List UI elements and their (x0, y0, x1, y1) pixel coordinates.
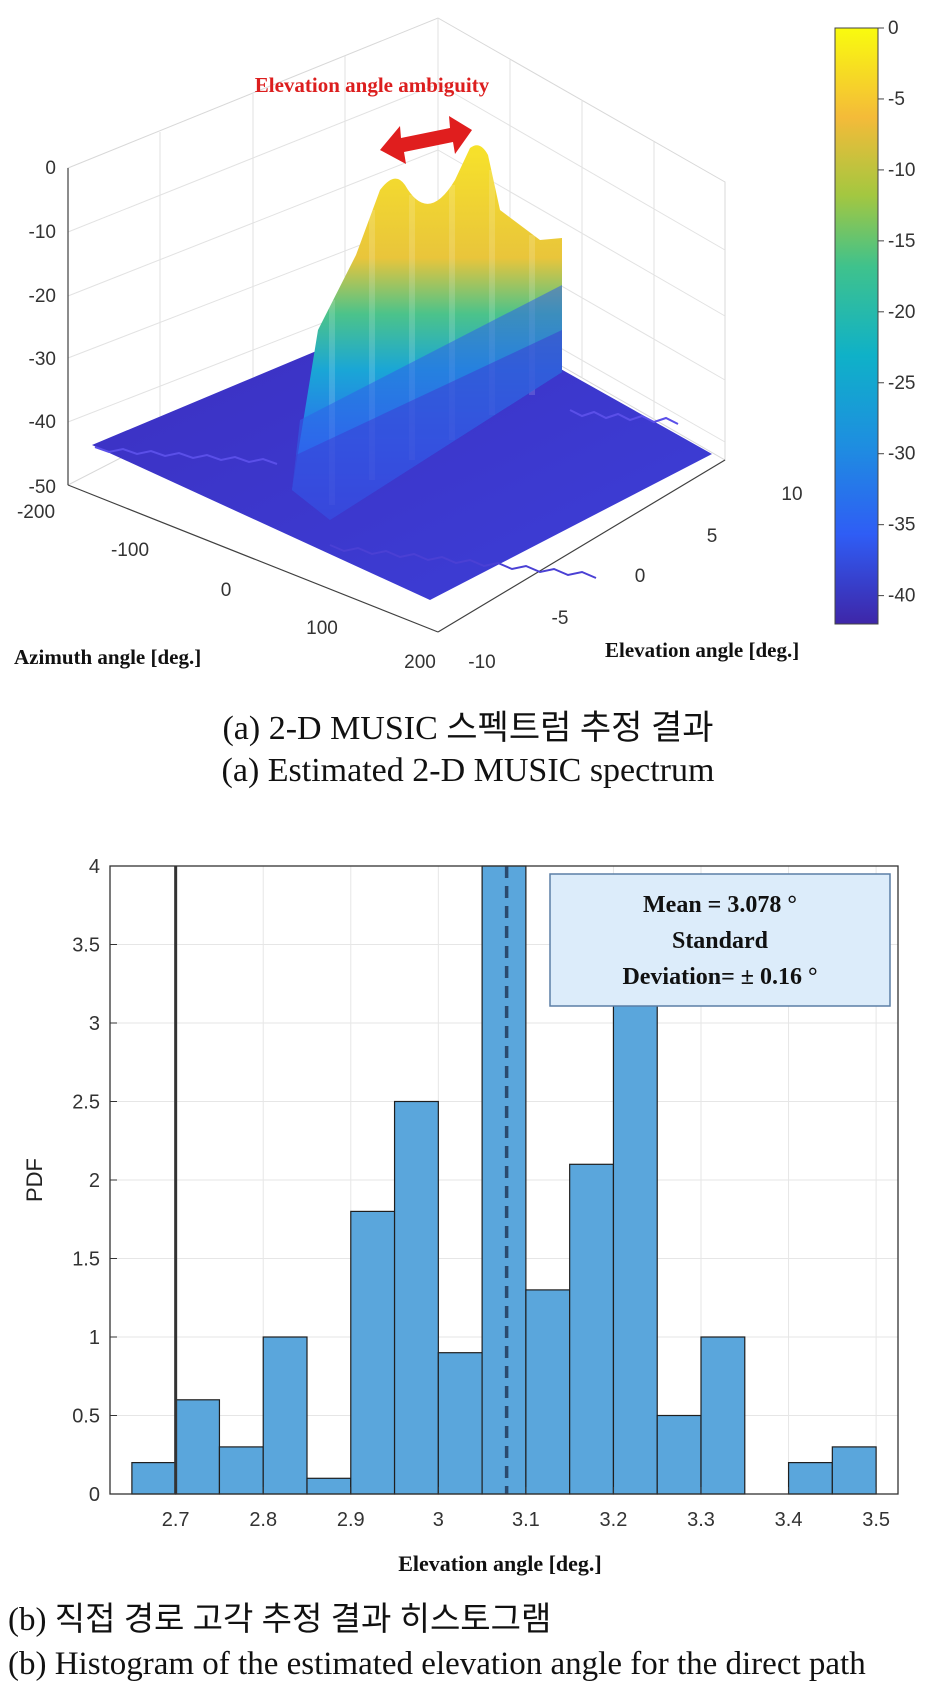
histogram-bar (569, 1163, 615, 1495)
histogram-bar (700, 1336, 746, 1495)
stats-std-value: Deviation= ± 0.16 ° (622, 964, 817, 990)
colorbar-tick-label: -35 (888, 515, 915, 536)
x-tick-label: 200 (404, 652, 436, 673)
histogram-bars (131, 865, 877, 1495)
caption-a-english: (a) Estimated 2-D MUSIC spectrum (221, 752, 715, 789)
y-tick-label: 10 (781, 484, 802, 505)
x-tick-label: 2.9 (337, 1509, 365, 1531)
z-tick-label: -20 (29, 286, 56, 307)
y-tick-label: 2 (89, 1170, 100, 1192)
histogram-bar (831, 1446, 877, 1495)
x-axis-label: Azimuth angle [deg.] (14, 645, 201, 669)
z-tick-label: -40 (29, 412, 56, 433)
x-tick-label: 3 (433, 1509, 444, 1531)
x-tick-label: 0 (221, 580, 232, 601)
x-tick-label: 3.1 (512, 1509, 540, 1531)
y-axis-label: PDF (22, 1158, 47, 1202)
histogram-bar (218, 1446, 264, 1495)
z-tick-label: 0 (45, 158, 56, 179)
x-tick-labels: 2.7 2.8 2.9 3 3.1 3.2 3.3 3.4 3.5 (162, 1487, 890, 1531)
y-tick-label: -5 (552, 608, 569, 629)
histogram-plot: 2.7 2.8 2.9 3 3.1 3.2 3.3 3.4 3.5 0 0.5 1 1.5 2 2.5 3 3… (22, 856, 899, 1576)
histogram-bar (350, 1210, 396, 1495)
colorbar (834, 27, 879, 625)
colorbar-tick-label: -5 (888, 89, 905, 110)
y-tick-label: 5 (707, 526, 718, 547)
annotation-double-arrow (380, 116, 472, 164)
histogram-bar (175, 1399, 221, 1495)
x-tick-label: 3.3 (687, 1509, 715, 1531)
x-tick-labels: -200 -100 0 100 200 (17, 502, 436, 673)
histogram-bar (612, 991, 658, 1495)
colorbar-tick-labels: 0 -5 -10 -15 -20 -25 -30 -35 -40 (878, 18, 915, 607)
y-tick-labels: -10 -5 0 5 10 (468, 484, 802, 673)
annotation-ambiguity: Elevation angle ambiguity (255, 73, 490, 97)
y-tick-label: -10 (468, 652, 495, 673)
histogram-bar (131, 1461, 177, 1495)
y-tick-label: 2.5 (72, 1092, 100, 1114)
y-axis-label: Elevation angle [deg.] (605, 638, 799, 662)
z-tick-label: -50 (29, 477, 56, 498)
y-tick-label: 4 (89, 856, 100, 878)
histogram-bar (306, 1477, 352, 1495)
y-tick-label: 3 (89, 1013, 100, 1035)
colorbar-tick-label: -30 (888, 444, 915, 465)
histogram-bar (393, 1100, 439, 1495)
histogram-bar (437, 1352, 483, 1495)
surface-plot: Elevation angle ambiguity 0 -10 -20 -30 … (14, 17, 915, 673)
colorbar-tick-label: -15 (888, 231, 915, 252)
x-tick-label: 2.8 (249, 1509, 277, 1531)
stats-std-label: Standard (672, 928, 769, 954)
y-tick-label: 1.5 (72, 1249, 100, 1271)
surface-floor-ripples (94, 446, 278, 465)
histogram-bar (525, 1289, 571, 1495)
y-tick-label: 1 (89, 1327, 100, 1349)
caption-b-english: (b) Histogram of the estimated elevation… (8, 1646, 866, 1682)
y-tick-labels: 0 0.5 1 1.5 2 2.5 3 3.5 4 (72, 856, 117, 1506)
x-tick-label: -200 (17, 502, 55, 523)
caption-a-korean: (a) 2-D MUSIC 스펙트럼 추정 결과 (222, 710, 714, 747)
axes-lines (67, 168, 726, 633)
y-tick-label: 3.5 (72, 935, 100, 957)
x-tick-label: 3.4 (775, 1509, 803, 1531)
x-tick-label: 3.5 (862, 1509, 890, 1531)
caption-b-korean: (b) 직접 경로 고각 추정 결과 히스토그램 (8, 1602, 552, 1638)
x-tick-label: 100 (306, 618, 338, 639)
z-tick-labels: 0 -10 -20 -30 -40 -50 (29, 158, 56, 498)
x-tick-label: 3.2 (600, 1509, 628, 1531)
colorbar-tick-label: -40 (888, 586, 915, 607)
histogram-bar (656, 1414, 702, 1495)
colorbar-tick-label: -20 (888, 302, 915, 323)
x-tick-label: 2.7 (162, 1509, 190, 1531)
histogram-bar (787, 1461, 833, 1495)
z-tick-label: -30 (29, 349, 56, 370)
histogram-bar (481, 865, 527, 1495)
x-axis-label: Elevation angle [deg.] (398, 1551, 602, 1576)
stats-mean: Mean = 3.078 ° (643, 892, 797, 918)
y-tick-label: 0.5 (72, 1406, 100, 1428)
colorbar-tick-label: 0 (888, 18, 899, 39)
colorbar-tick-label: -25 (888, 373, 915, 394)
z-tick-label: -10 (29, 222, 56, 243)
y-tick-label: 0 (635, 566, 646, 587)
stats-legend-box: Mean = 3.078 ° Standard Deviation= ± 0.1… (549, 873, 891, 1007)
y-tick-label: 0 (89, 1484, 100, 1506)
histogram-bar (262, 1336, 308, 1495)
colorbar-tick-label: -10 (888, 160, 915, 181)
x-tick-label: -100 (111, 540, 149, 561)
marker-lines (174, 866, 509, 1494)
